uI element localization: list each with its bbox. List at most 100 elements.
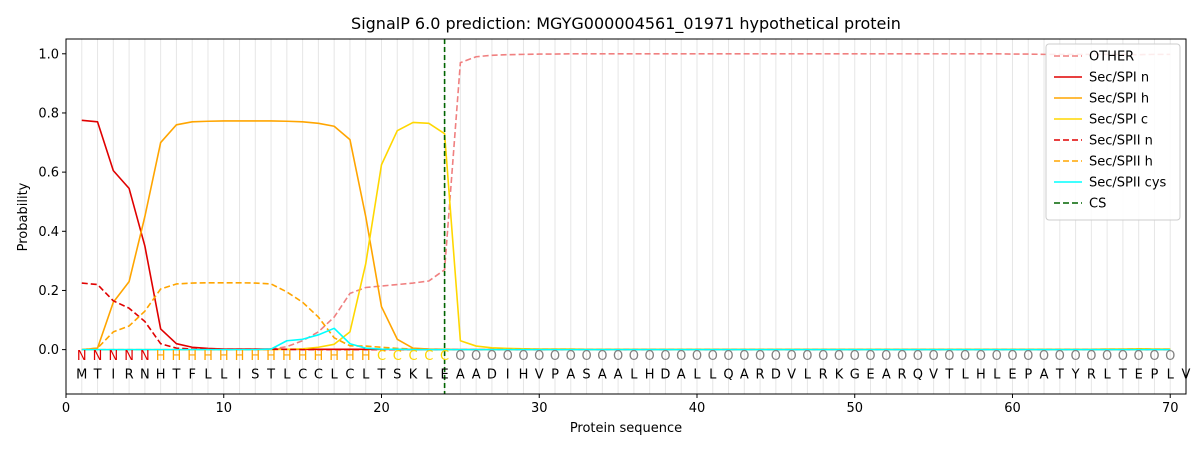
plot-frame [65, 38, 1187, 395]
residue-letter: E [1135, 368, 1143, 383]
series-line-sec-spii-n [81, 282, 1171, 351]
x-tick-label: 10 [215, 401, 232, 416]
residue-letter: L [425, 368, 433, 383]
region-label: C [440, 349, 449, 364]
region-label: O [1007, 349, 1017, 364]
region-label: O [518, 349, 528, 364]
residue-letter: R [1087, 368, 1096, 383]
region-label: H [282, 349, 292, 364]
region-label: O [787, 349, 797, 364]
residue-letter: E [440, 368, 448, 383]
x-tick-label: 40 [689, 401, 706, 416]
region-label: C [377, 349, 386, 364]
residue-letter: T [1118, 368, 1127, 383]
region-label: O [645, 349, 655, 364]
region-label: O [897, 349, 907, 364]
region-label: C [424, 349, 433, 364]
residue-letter: R [819, 368, 828, 383]
legend-label: Sec/SPI n [1089, 71, 1149, 86]
region-label: O [1165, 349, 1175, 364]
x-tick-label: 70 [1162, 401, 1179, 416]
residue-letter: E [866, 368, 874, 383]
residue-letter: H [645, 368, 655, 383]
legend-label: Sec/SPI c [1089, 113, 1148, 128]
y-axis-label: Probability [16, 182, 31, 251]
residue-letter: R [756, 368, 765, 383]
residue-letter: L [1104, 368, 1112, 383]
region-label: O [771, 349, 781, 364]
residue-letter: A [614, 368, 623, 383]
residue-letter: H [976, 368, 986, 383]
residue-letter: V [535, 368, 544, 383]
residue-letter: F [188, 368, 195, 383]
region-label: N [108, 349, 118, 364]
residue-letter: S [393, 368, 401, 383]
region-label: O [613, 349, 623, 364]
residue-letter: D [660, 368, 670, 383]
residue-letter: N [140, 368, 150, 383]
residue-letter: H [519, 368, 529, 383]
residue-letter: P [1024, 368, 1032, 383]
residue-letter: A [456, 368, 465, 383]
region-label: O [692, 349, 702, 364]
residue-letter: V [787, 368, 796, 383]
region-label: O [550, 349, 560, 364]
residue-letter: L [693, 368, 701, 383]
region-label: O [487, 349, 497, 364]
y-tick-label: 0.0 [38, 343, 59, 358]
region-label: O [534, 349, 544, 364]
residue-letter: A [1040, 368, 1049, 383]
region-label: O [597, 349, 607, 364]
region-label: O [881, 349, 891, 364]
region-label: C [393, 349, 402, 364]
region-label: O [739, 349, 749, 364]
residue-letter: K [835, 368, 844, 383]
residue-letter: L [804, 368, 812, 383]
residue-letter: D [771, 368, 781, 383]
region-label: O [976, 349, 986, 364]
residue-letter: L [709, 368, 717, 383]
residue-letter: Q [913, 368, 923, 383]
legend-label: CS [1089, 197, 1106, 212]
chart-title: SignalP 6.0 prediction: MGYG000004561_01… [351, 14, 901, 34]
residue-letter: L [630, 368, 638, 383]
x-tick-label: 20 [373, 401, 390, 416]
residue-letter: Y [1071, 368, 1080, 383]
region-label: O [865, 349, 875, 364]
region-label: H [345, 349, 355, 364]
residue-letter: L [993, 368, 1001, 383]
region-label: O [629, 349, 639, 364]
residue-letter: I [506, 368, 510, 383]
region-label: O [850, 349, 860, 364]
y-tick-label: 0.4 [38, 225, 59, 240]
residue-letter: T [1055, 368, 1064, 383]
region-label: O [1070, 349, 1080, 364]
residue-letter: R [898, 368, 907, 383]
region-label: O [660, 349, 670, 364]
residue-letter: A [677, 368, 686, 383]
axis-ticks: 0 10 20 30 40 50 60 70 0.0 0.2 0.4 0.6 0.8 1.0 [38, 47, 1178, 416]
residue-letter: T [93, 368, 102, 383]
residue-letter: E [1008, 368, 1016, 383]
region-label: H [266, 349, 276, 364]
residue-letter: I [111, 368, 115, 383]
y-tick-label: 1.0 [38, 47, 59, 62]
region-label: O [913, 349, 923, 364]
y-tick-label: 0.6 [38, 166, 59, 181]
residue-letter: A [472, 368, 481, 383]
legend-label: Sec/SPII n [1089, 134, 1153, 149]
region-label: O [992, 349, 1002, 364]
region-label: H [156, 349, 166, 364]
residue-letter: L [1167, 368, 1175, 383]
region-label: O [802, 349, 812, 364]
residue-letter: A [740, 368, 749, 383]
region-label: H [219, 349, 229, 364]
region-label: C [409, 349, 418, 364]
region-label: O [1023, 349, 1033, 364]
series-line-sec-spi-n [81, 119, 1171, 351]
region-label: O [928, 349, 938, 364]
residue-letter: Q [723, 368, 733, 383]
region-label: H [235, 349, 245, 364]
